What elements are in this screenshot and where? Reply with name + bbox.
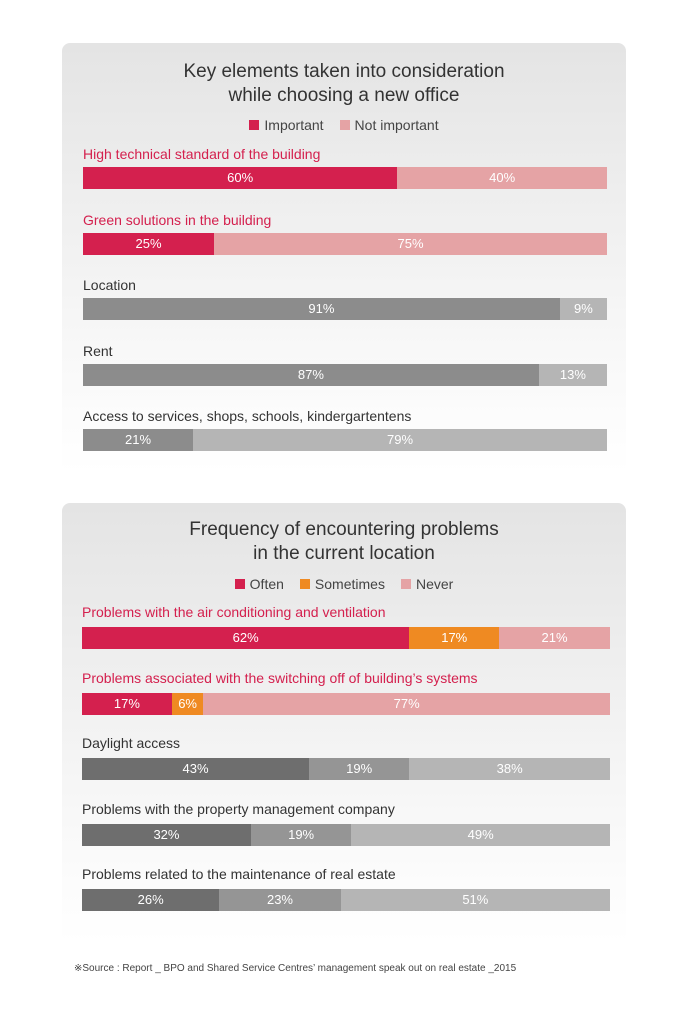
bar-segment-not-important: 9%	[559, 298, 607, 320]
bar-segment-sometimes: 19%	[309, 758, 410, 780]
bar-segment-never: 49%	[351, 823, 610, 846]
category-label: Location	[83, 277, 136, 293]
bar-segment-important: 60%	[83, 167, 398, 189]
category-label: Problems with the property management co…	[82, 800, 395, 817]
bar-segment-sometimes: 17%	[409, 627, 500, 649]
legend-swatch	[234, 579, 245, 589]
category-label: Problems related to the maintenance of r…	[82, 866, 396, 882]
legend-swatch	[249, 120, 260, 130]
stacked-bar: 43% 19% 38%	[82, 758, 610, 780]
stacked-bar: 32% 19% 49%	[82, 823, 610, 846]
chart-title-line-1: Key elements taken into consideration	[183, 61, 505, 82]
stacked-bar: 21% 79%	[83, 429, 607, 451]
legend-label: Important	[264, 117, 324, 133]
category-label: High technical standard of the building	[83, 146, 321, 162]
legend-entry: Often	[234, 576, 284, 592]
bar-segment-often: 17%	[82, 692, 172, 715]
bar-segment-important: 21%	[83, 429, 194, 451]
legend-label: Never	[415, 576, 454, 592]
bar-segment-never: 21%	[499, 627, 610, 649]
legend-label: Sometimes	[314, 576, 385, 592]
bar-segment-not-important: 75%	[214, 232, 607, 255]
bar-segment-not-important: 13%	[538, 363, 607, 386]
category-label: Problems associated with the switching o…	[82, 669, 478, 686]
chart-title: Frequency of encountering problems in th…	[62, 518, 626, 566]
category-label: Daylight access	[82, 735, 181, 751]
legend-entry: Never	[400, 576, 454, 592]
category-label: Problems with the air conditioning and v…	[82, 604, 386, 620]
category-label: Rent	[83, 342, 113, 359]
bar-segment-important: 25%	[83, 232, 214, 255]
stacked-bar: 62% 17% 21%	[82, 627, 610, 649]
chart-title-line-1: Frequency of encountering problems	[189, 519, 499, 540]
bar-segment-sometimes: 23%	[219, 889, 341, 911]
stacked-bar: 91% 9%	[83, 298, 607, 320]
bar-segment-often: 62%	[82, 627, 410, 649]
legend-entry: Important	[249, 117, 324, 133]
chart-title: Key elements taken into consideration wh…	[62, 60, 626, 108]
chart-title-line-2: while choosing a new office	[228, 85, 460, 106]
legend-swatch	[339, 120, 350, 130]
bar-segment-never: 51%	[340, 889, 610, 911]
legend-entry: Sometimes	[299, 576, 385, 592]
problem-frequency-panel: Frequency of encountering problems in th…	[62, 503, 626, 943]
bar-segment-sometimes: 19%	[250, 823, 352, 846]
bar-segment-often: 26%	[82, 889, 220, 911]
chart-legend: Important Not important	[62, 117, 626, 133]
legend-label: Often	[249, 576, 284, 592]
bar-segment-never: 77%	[203, 692, 610, 715]
legend-swatch	[400, 579, 411, 589]
bar-segment-important: 87%	[83, 363, 539, 386]
stacked-bar: 26% 23% 51%	[82, 889, 610, 911]
category-label: Access to services, shops, schools, kind…	[83, 408, 412, 424]
bar-segment-not-important: 40%	[397, 167, 607, 189]
legend-entry: Not important	[339, 117, 439, 133]
bar-segment-not-important: 79%	[193, 429, 607, 451]
legend-label: Not important	[354, 117, 439, 133]
bar-segment-important: 91%	[83, 298, 560, 320]
bar-segment-often: 43%	[82, 758, 310, 780]
stacked-bar: 17% 6% 77%	[82, 692, 610, 715]
stacked-bar: 60% 40%	[83, 167, 607, 189]
stacked-bar: 25% 75%	[83, 232, 607, 255]
bar-segment-often: 32%	[82, 823, 251, 846]
category-label: Green solutions in the building	[83, 211, 272, 228]
source-note: ※Source : Report _ BPO and Shared Servic…	[74, 963, 517, 974]
stacked-bar: 87% 13%	[83, 363, 607, 386]
legend-swatch	[299, 579, 310, 589]
chart-legend: Often Sometimes Never	[62, 576, 626, 592]
office-criteria-panel: Key elements taken into consideration wh…	[62, 43, 626, 473]
chart-title-line-2: in the current location	[253, 543, 435, 564]
bar-segment-never: 38%	[409, 758, 610, 780]
bar-segment-sometimes: 6%	[171, 692, 204, 715]
